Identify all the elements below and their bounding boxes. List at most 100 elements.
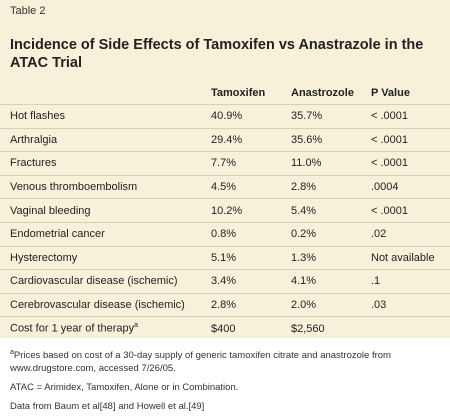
header-cell: P Value — [371, 87, 410, 99]
cell-text: Cardiovascular disease (ischemic) — [10, 275, 178, 288]
table-cell: Arthralgia — [0, 127, 211, 152]
footnote: ATAC = Arimidex, Tamoxifen, Alone or in … — [10, 381, 440, 394]
cell-text: Hysterectomy — [10, 251, 78, 264]
cell-text: $2,560 — [291, 322, 325, 335]
header-cell: Tamoxifen — [211, 87, 266, 99]
footnote: Data from Baum et al[48] and Howell et a… — [10, 400, 440, 413]
table-cell: < .0001 — [371, 151, 450, 176]
cell-text: 5.1% — [211, 251, 237, 264]
table-row: Vaginal bleeding 10.2% 5.4% < .0001 — [0, 198, 450, 223]
table-cell: Hysterectomy — [0, 245, 211, 270]
header-row: Tamoxifen Anastrozole P Value — [0, 82, 450, 105]
table-cell: Hot flashes — [0, 104, 211, 129]
cell-text: Fractures — [10, 157, 57, 170]
cell-text: 0.8% — [211, 228, 237, 241]
table-cell: 10.2% — [211, 198, 291, 223]
footnote-marker: a — [134, 322, 139, 330]
table-panel: Table 2 Incidence of Side Effects of Tam… — [0, 0, 450, 340]
table-row: Cost for 1 year of therapya $400 $2,560 — [0, 316, 450, 340]
table-cell: .03 — [371, 292, 450, 317]
cell-text: 40.9% — [211, 110, 243, 123]
table-cell — [371, 316, 450, 340]
table-row: Endometrial cancer 0.8% 0.2% .02 — [0, 221, 450, 247]
footnotes: aPrices based on cost of a 30-day supply… — [10, 346, 440, 419]
table-row: Hot flashes 40.9% 35.7% < .0001 — [0, 104, 450, 129]
table-row: Venous thromboembolism 4.5% 2.8% .0004 — [0, 174, 450, 199]
footnote-text: ATAC = Arimidex, Tamoxifen, Alone or in … — [10, 382, 239, 394]
footnote-marker: a — [10, 349, 14, 356]
cell-text: Arthralgia — [10, 133, 58, 146]
cell-text: 11.0% — [291, 157, 322, 170]
table-cell: 4.1% — [291, 269, 371, 294]
cell-text: Not available — [371, 251, 435, 264]
cell-text: Cost for 1 year of therapy — [10, 322, 135, 335]
table-cell: 7.7% — [211, 151, 291, 176]
cell-text: .0004 — [371, 181, 399, 194]
cell-text: Vaginal bleeding — [10, 204, 91, 217]
cell-text: 0.2% — [291, 228, 317, 241]
table-cell: 3.4% — [211, 269, 291, 294]
table-cell: 4.5% — [211, 174, 291, 199]
cell-text: 1.3% — [291, 251, 317, 264]
cell-text: 4.5% — [211, 181, 237, 194]
cell-text: 2.0% — [291, 299, 317, 312]
table-cell: .0004 — [371, 174, 450, 199]
cell-text: < .0001 — [371, 133, 409, 146]
table-cell: Cardiovascular disease (ischemic) — [0, 269, 211, 294]
table-cell: 11.0% — [291, 151, 371, 176]
table-cell: 0.8% — [211, 221, 291, 247]
table-row: Fractures 7.7% 11.0% < .0001 — [0, 151, 450, 176]
table-cell: 5.4% — [291, 198, 371, 223]
table-label: Table 2 — [10, 5, 46, 17]
table-cell: 2.8% — [291, 174, 371, 199]
table-cell: 2.0% — [291, 292, 371, 317]
table-row: Cerebrovascular disease (ischemic) 2.8% 2.… — [0, 292, 450, 317]
table-cell: 5.1% — [211, 245, 291, 270]
footnote-text: Data from Baum et al[48] and Howell et a… — [10, 401, 205, 413]
table-cell: < .0001 — [371, 198, 450, 223]
table-cell: < .0001 — [371, 104, 450, 129]
cell-text: < .0001 — [371, 157, 409, 170]
cell-text: .03 — [371, 299, 387, 312]
cell-text: 35.6% — [291, 133, 323, 146]
cell-text: .1 — [371, 275, 381, 288]
table-cell: < .0001 — [371, 127, 450, 152]
table-cell: 35.6% — [291, 127, 371, 152]
table-cell: 0.2% — [291, 221, 371, 247]
cell-text: .02 — [371, 228, 387, 241]
table-cell: $400 — [211, 316, 291, 340]
table-cell: .1 — [371, 269, 450, 294]
table: Tamoxifen Anastrozole P Value Hot flashes 4… — [0, 82, 450, 340]
table-cell: 1.3% — [291, 245, 371, 270]
cell-text: Hot flashes — [10, 110, 66, 123]
cell-text: Cerebrovascular disease (ischemic) — [10, 299, 185, 312]
cell-text: < .0001 — [371, 110, 409, 123]
cell-text: 4.1% — [291, 275, 317, 288]
table-cell: $2,560 — [291, 316, 371, 340]
table-cell: 40.9% — [211, 104, 291, 129]
cell-text: 35.7% — [291, 110, 323, 123]
table-cell: Vaginal bleeding — [0, 198, 211, 223]
cell-text: 3.4% — [211, 275, 237, 288]
cell-text: 29.4% — [211, 133, 243, 146]
cell-text: 10.2% — [211, 204, 243, 217]
table-cell: Cerebrovascular disease (ischemic) — [0, 292, 211, 317]
cell-text: < .0001 — [371, 204, 409, 217]
cell-text: Endometrial cancer — [10, 228, 105, 241]
cell-text: 2.8% — [211, 299, 237, 312]
table-cell: Venous thromboembolism — [0, 174, 211, 199]
table-cell: Not available — [371, 245, 450, 270]
table-cell: 2.8% — [211, 292, 291, 317]
cell-text: $400 — [211, 322, 236, 335]
table-cell: Cost for 1 year of therapya — [0, 316, 211, 340]
table-cell: .02 — [371, 221, 450, 247]
table-cell: 35.7% — [291, 104, 371, 129]
header-cell: Anastrozole — [291, 87, 354, 99]
table-row: Hysterectomy 5.1% 1.3% Not available — [0, 245, 450, 270]
table-row: Cardiovascular disease (ischemic) 3.4% 4.1… — [0, 269, 450, 294]
table-title: Incidence of Side Effects of Tamoxifen v… — [10, 37, 424, 71]
header-cell — [0, 82, 211, 105]
cell-text: 7.7% — [211, 157, 237, 170]
table-cell: Endometrial cancer — [0, 221, 211, 247]
